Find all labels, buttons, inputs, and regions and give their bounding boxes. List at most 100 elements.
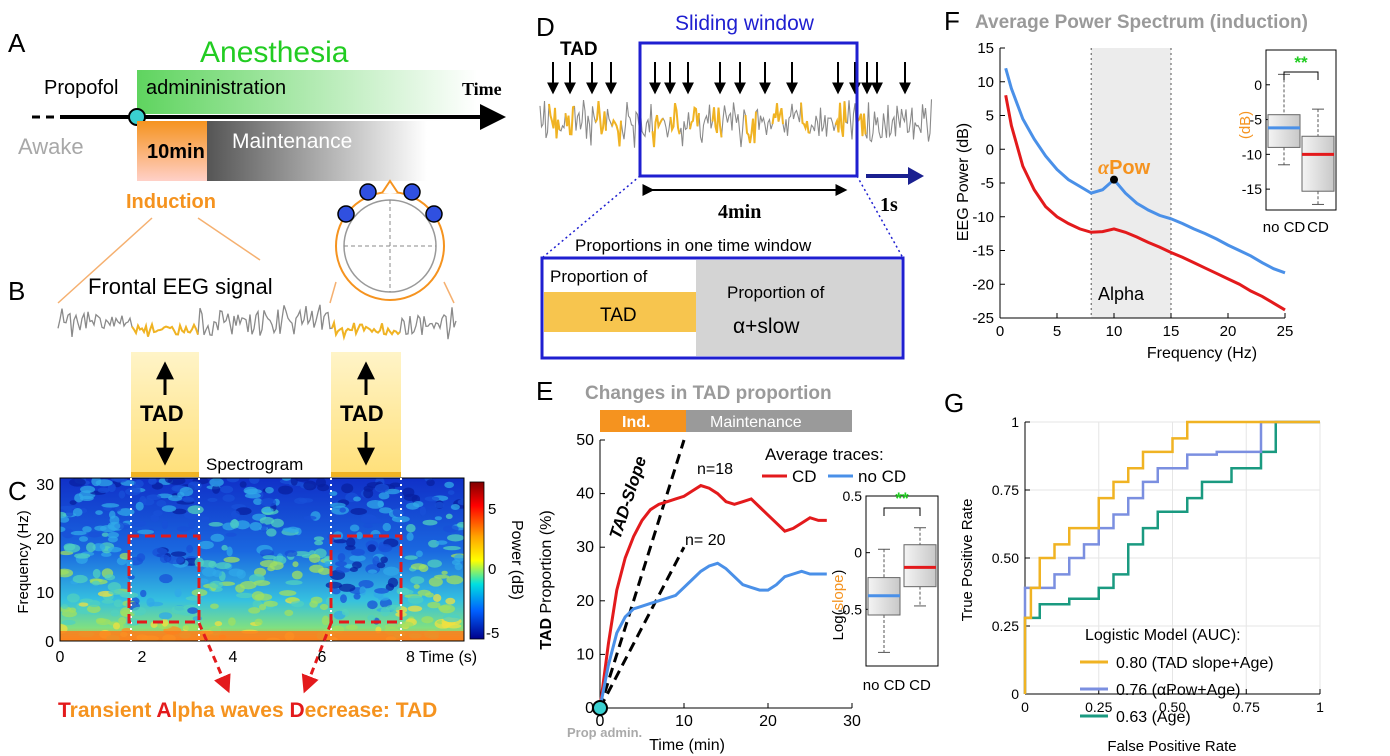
nocd-box: [1267, 114, 1301, 148]
tad-segment: [800, 102, 811, 134]
tad-segment: [564, 105, 575, 136]
spectrogram-blob: [187, 607, 199, 614]
spectrogram-blob: [74, 553, 91, 559]
electrode: [403, 183, 421, 201]
spectrogram-blob: [433, 594, 442, 602]
x-tick-label: 20: [759, 713, 777, 730]
spectrogram-blob: [86, 542, 96, 553]
cd-box: [1301, 135, 1335, 192]
x-tick-label: 20: [1220, 323, 1237, 340]
spectrogram-blob: [355, 531, 363, 540]
spectrogram-blob: [114, 506, 122, 512]
spectrogram-blob: [427, 559, 442, 568]
spectrogram-blob: [92, 543, 106, 552]
spectrogram-blob: [434, 501, 445, 509]
spectrogram-blob: [72, 574, 88, 584]
tad-segment: [711, 107, 723, 138]
alpha-band-shade: [1091, 48, 1171, 318]
spectrogram-blob: [404, 555, 418, 560]
y-tick-label: -25: [972, 310, 994, 327]
spectrogram-blob: [443, 545, 461, 551]
spectrogram-blob: [309, 550, 316, 555]
spectrogram-blob: [351, 548, 365, 557]
spectrogram-blob: [79, 598, 94, 603]
tad-label: TAD: [140, 401, 184, 426]
spectrogram-blob: [382, 522, 392, 532]
x-tick: 8 Time (s): [406, 649, 477, 666]
spectrogram-blob: [427, 601, 441, 609]
electrode: [359, 183, 377, 201]
spectrogram-blob: [259, 516, 275, 525]
spectrogram-blob: [253, 498, 263, 505]
spectrogram-blob: [345, 624, 358, 630]
x-axis-label: Frequency (Hz): [1147, 345, 1257, 362]
x-tick-label: no CD: [863, 677, 906, 694]
spectrogram-blob: [209, 478, 224, 487]
proportions-title: Proportions in one time window: [575, 236, 812, 255]
spectrogram-blob: [441, 570, 448, 575]
series-cd: [598, 483, 827, 709]
spectrogram-blob: [303, 480, 317, 491]
spectrogram-blob: [113, 599, 124, 608]
panel-f-title: Average Power Spectrum (induction): [975, 12, 1308, 33]
electrode: [425, 205, 443, 223]
y-tick-label: 20: [576, 593, 594, 610]
panel-d-letter: D: [536, 12, 555, 42]
x-tick: 4: [229, 649, 238, 666]
x-tick-label: 15: [1163, 323, 1180, 340]
colorbar-label: Power (dB): [508, 520, 525, 600]
maintenance-label: Maintenance: [710, 414, 802, 431]
spectrogram-blob: [146, 597, 155, 607]
y-tick-label: 5: [986, 108, 994, 125]
spectrogram-blob: [243, 486, 258, 495]
spectrogram-blob: [95, 479, 113, 487]
awake-label: Awake: [18, 134, 84, 159]
spectrogram-blob: [337, 553, 346, 562]
ten-min-label: 10min: [147, 141, 205, 163]
spectrogram-blob: [97, 487, 110, 494]
spectrogram-blob: [146, 494, 162, 501]
legend-cd: CD: [792, 467, 817, 486]
x-tick-label: 0: [996, 323, 1004, 340]
spectrogram-blob: [133, 479, 144, 488]
spectrogram-blob: [279, 590, 297, 596]
spectrogram-blob: [249, 522, 262, 531]
spectrogram-blob: [303, 515, 317, 521]
spectrogram-blob: [225, 532, 237, 537]
spectrogram-blob: [285, 580, 303, 586]
roc-tadslope-age: [1023, 420, 1320, 694]
tad-segment: [857, 113, 867, 137]
spectrogram-lowfreq-band: [60, 631, 464, 641]
spectrogram-blob: [208, 522, 223, 527]
spectrogram-blob: [235, 507, 252, 515]
spectrogram-blob: [112, 622, 121, 630]
spectrogram-blob: [210, 603, 219, 609]
spectrogram-blob: [374, 588, 389, 594]
spectrogram-blob: [228, 617, 236, 626]
spectrogram-blob: [113, 478, 128, 483]
spectrogram-blob: [385, 604, 402, 611]
spectrogram-blob: [186, 544, 194, 553]
y-tick-label: 0.50: [992, 550, 1019, 566]
spectrogram-blob: [239, 580, 257, 590]
spectrogram-blob: [61, 528, 75, 539]
spectrogram-blob: [187, 505, 204, 515]
spectrogram-blob: [415, 550, 423, 558]
spectrogram-blob: [214, 621, 223, 627]
x-tick-label: 5: [1053, 323, 1061, 340]
series-nocd: [1004, 67, 1286, 275]
spectrogram-blob: [310, 596, 323, 604]
x-tick-label: no CD: [1263, 219, 1306, 236]
administration-label: admininistration: [146, 77, 286, 99]
panel-b: B Frontal EEG signal TAD TAD: [8, 217, 457, 474]
spectrogram-blob: [261, 507, 274, 513]
spectrogram-blob: [426, 479, 435, 487]
y-tick-label: -20: [972, 276, 994, 293]
spectrogram-blob: [419, 506, 427, 516]
spectrogram-blob: [118, 490, 126, 499]
spectrogram-blob: [135, 501, 144, 511]
spectrogram-blob: [353, 593, 361, 600]
spectrogram-blob: [340, 594, 347, 604]
panel-g-letter: G: [944, 388, 964, 418]
